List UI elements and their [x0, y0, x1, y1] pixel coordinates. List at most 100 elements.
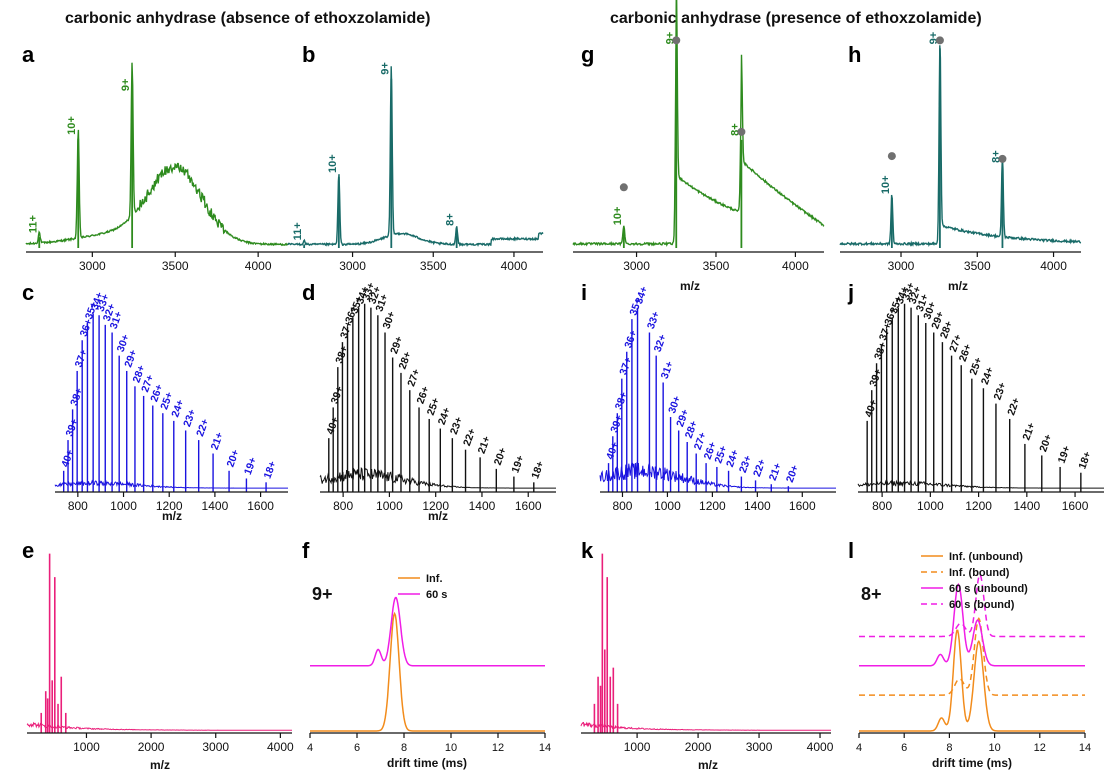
- x-tick-label: 1000: [917, 499, 944, 513]
- charge-state-label: 28+: [397, 350, 414, 371]
- legend: Inf. (unbound) Inf. (bound) 60 s (unbound)…: [921, 551, 1028, 611]
- charge-state-inset-label: 8+: [861, 584, 882, 604]
- charge-state-label: 34+: [894, 285, 911, 306]
- peak-label: 9+: [120, 79, 132, 92]
- ligand-bound-dot: [935, 36, 944, 45]
- x-tick-label: 800: [333, 499, 353, 513]
- charge-state-label: 22+: [461, 427, 478, 448]
- drift-series-line: [859, 582, 1085, 667]
- noise-floor: [599, 462, 836, 489]
- legend-entry: Inf.: [426, 573, 443, 585]
- charge-state-label: 27+: [692, 431, 709, 452]
- panel-label: b: [302, 42, 315, 67]
- x-tick-label: 1200: [699, 499, 726, 513]
- charge-state-label: 34+: [354, 285, 371, 306]
- x-tick-label: 1000: [624, 740, 651, 754]
- charge-state-label: 37+: [617, 356, 634, 377]
- charge-state-label: 36+: [622, 329, 639, 350]
- ligand-bound-dot: [672, 36, 681, 45]
- x-axis-label: drift time (ms): [387, 756, 467, 770]
- charge-state-label: 23+: [448, 415, 465, 436]
- charge-state-label: 24+: [979, 365, 996, 386]
- x-tick-label: 1200: [422, 499, 449, 513]
- x-tick-label: 12: [1034, 742, 1046, 754]
- charge-state-label: 22+: [1005, 396, 1022, 417]
- panel-label: h: [848, 42, 861, 67]
- x-tick-label: 4000: [267, 740, 294, 754]
- x-axis-label: m/z: [698, 758, 718, 772]
- charge-state-label: 25+: [967, 356, 984, 377]
- charge-state-label: 28+: [683, 419, 700, 440]
- panel-label: l: [848, 538, 854, 563]
- charge-state-label: 21+: [767, 461, 784, 482]
- peak-label: 9+: [379, 62, 391, 75]
- ligand-bound-dot: [887, 152, 896, 161]
- panel-label: e: [22, 538, 34, 563]
- charge-state-label: 35+: [83, 300, 100, 321]
- charge-state-label: 29+: [929, 310, 946, 331]
- x-tick-label: 3000: [202, 740, 229, 754]
- x-tick-label: 3500: [964, 259, 991, 273]
- x-tick-label: 8: [401, 742, 407, 754]
- panel-d: d40+39+38+37+36+35+34+33+32+31+30+29+28+…: [302, 280, 556, 523]
- x-tick-label: 1000: [376, 499, 403, 513]
- x-axis-label: m/z: [948, 279, 968, 293]
- charge-state-label: 23+: [737, 454, 754, 475]
- left-figure-title: carbonic anhydrase (absence of ethoxzola…: [65, 10, 431, 27]
- charge-state-label: 29+: [122, 348, 139, 369]
- x-tick-label: 4000: [501, 259, 528, 273]
- x-tick-label: 1600: [247, 499, 274, 513]
- charge-state-label: 30+: [381, 310, 398, 331]
- x-axis-label: m/z: [428, 509, 448, 523]
- x-tick-label: 3500: [162, 259, 189, 273]
- charge-state-label: 34+: [633, 285, 650, 306]
- charge-state-label: 36+: [343, 304, 360, 325]
- spectrum-trace: [25, 62, 289, 247]
- panel-e: e 1000 2000 3000 4000 m/z: [22, 538, 294, 772]
- x-tick-label: 1600: [789, 499, 816, 513]
- charge-state-label: 24+: [724, 448, 741, 469]
- peak-label: 10+: [880, 175, 892, 194]
- charge-state-label: 37+: [73, 348, 90, 369]
- charge-state-label: 20+: [1037, 433, 1054, 454]
- charge-state-label: 31+: [108, 310, 125, 331]
- x-tick-label: 8: [946, 742, 952, 754]
- charge-state-label: 32+: [907, 285, 924, 306]
- x-tick-label: 1600: [515, 499, 542, 513]
- charge-state-label: 20+: [225, 448, 242, 469]
- charge-state-label: 18+: [529, 460, 546, 481]
- charge-state-label: 27+: [947, 333, 964, 354]
- x-tick-label: 2000: [138, 740, 165, 754]
- x-tick-label: 1400: [1013, 499, 1040, 513]
- x-tick-label: 1200: [156, 499, 183, 513]
- panel-label: f: [302, 538, 310, 563]
- charge-state-label: 21+: [209, 431, 226, 452]
- drift-series-line: [859, 617, 1085, 696]
- charge-state-label: 31+: [373, 292, 390, 313]
- charge-state-label: 26+: [148, 383, 165, 404]
- spectrum-trace: [287, 66, 544, 247]
- charge-state-label: 24+: [436, 406, 453, 427]
- noise-floor: [857, 479, 1104, 489]
- x-tick-label: 4000: [782, 259, 809, 273]
- noise-floor: [54, 479, 288, 489]
- x-tick-label: 3000: [888, 259, 915, 273]
- charge-state-label: 33+: [95, 292, 112, 313]
- x-tick-label: 3500: [420, 259, 447, 273]
- x-tick-label: 3500: [703, 259, 730, 273]
- spectrum-trace: [572, 0, 825, 247]
- x-tick-label: 4000: [1040, 259, 1067, 273]
- x-tick-label: 800: [872, 499, 892, 513]
- panel-label: i: [581, 280, 587, 305]
- x-tick-label: 3000: [339, 259, 366, 273]
- x-axis-label: m/z: [150, 758, 170, 772]
- fullscan-trace: [26, 721, 292, 731]
- charge-state-label: 31+: [659, 360, 676, 381]
- peak-label: 10+: [327, 154, 339, 173]
- charge-state-label: 35+: [888, 294, 905, 315]
- charge-state-label: 20+: [784, 463, 801, 484]
- peak-label: 10+: [612, 207, 624, 226]
- charge-state-label: 31+: [914, 292, 931, 313]
